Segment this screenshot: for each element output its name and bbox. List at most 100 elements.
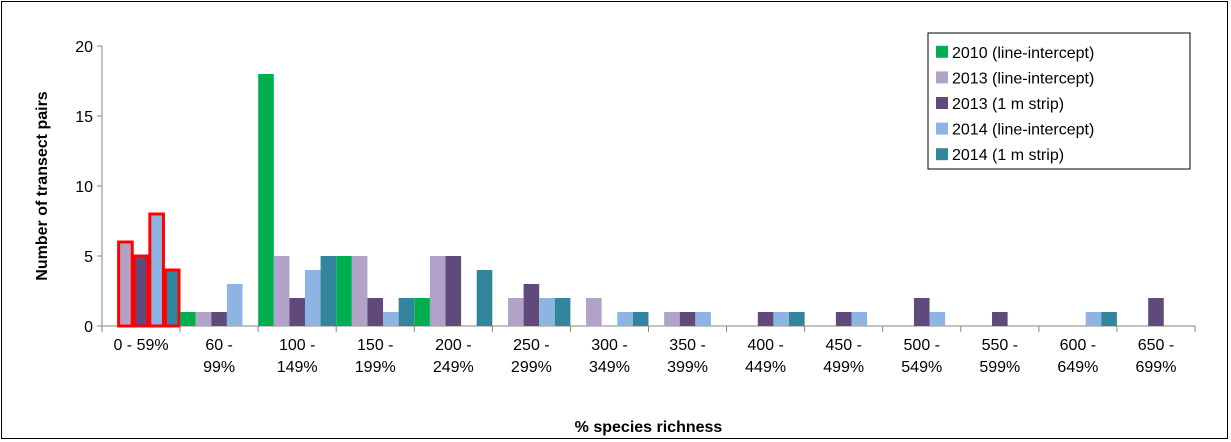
bar (398, 298, 415, 326)
x-tick-label-line: 0 - 59% (113, 337, 168, 354)
legend-swatch (936, 71, 948, 84)
bar (414, 298, 430, 326)
bar (476, 270, 493, 326)
bar (679, 312, 696, 326)
bar (351, 256, 368, 326)
x-tick-label-line: 600 - (1060, 337, 1096, 354)
bar (163, 268, 181, 328)
x-tick-label-line: 550 - (982, 337, 1018, 354)
bar (992, 312, 1008, 326)
x-tick-label: 60 - 99% (203, 337, 235, 376)
bar (929, 312, 946, 326)
x-tick-label: 450 - 499% (823, 337, 864, 376)
x-tick-label-line: 499% (823, 359, 864, 376)
x-tick-label-line: 200 - (435, 337, 471, 354)
x-tick-label-line: 60 - (205, 337, 233, 354)
bar (132, 254, 150, 328)
x-tick-label: 350 - 399% (667, 337, 708, 376)
x-axis-tick-labels: 0 - 59% 60 - 99% 100 - 149% 150 - 199% 200 - 249… (101, 326, 1196, 376)
y-axis-ticks: 0 5 10 15 20 (75, 39, 102, 336)
bars (117, 74, 1164, 328)
y-tick-label: 15 (75, 109, 93, 126)
bar (320, 256, 337, 326)
legend-label: 2014 (line-intercept) (952, 122, 1094, 139)
bar (304, 270, 321, 326)
y-tick-label: 0 (84, 319, 93, 336)
x-tick-label-line: 350 - (669, 337, 705, 354)
x-tick-label-line: 199% (355, 359, 396, 376)
x-tick-label-line: 399% (667, 359, 708, 376)
legend: 2010 (line-intercept) 2013 (line-intercep… (927, 32, 1191, 170)
bar (1085, 312, 1102, 326)
legend-box (927, 32, 1191, 170)
x-tick-label: 300 - 349% (589, 337, 630, 376)
bar (336, 256, 352, 326)
y-tick-label: 20 (75, 39, 93, 56)
x-tick-label-line: 449% (745, 359, 786, 376)
y-axis-title: Number of transect pairs (34, 91, 51, 280)
x-tick-label-line: 400 - (747, 337, 783, 354)
bar (913, 298, 930, 326)
x-tick-label-line: 300 - (591, 337, 627, 354)
bar (554, 298, 571, 326)
bar (1148, 298, 1164, 326)
bar (445, 256, 462, 326)
bar (1101, 312, 1117, 326)
bar (586, 298, 602, 326)
x-tick-label: 200 - 249% (433, 337, 474, 376)
x-tick-label: 100 - 149% (277, 337, 318, 376)
x-tick-label-line: 599% (979, 359, 1020, 376)
bar (148, 212, 165, 328)
bar (789, 312, 805, 326)
y-tick-label: 5 (84, 249, 93, 266)
legend-label: 2013 (1 m strip) (952, 96, 1064, 113)
bar (367, 298, 384, 326)
bar (523, 284, 540, 326)
x-tick-label: 600 - 649% (1057, 337, 1098, 376)
bar (632, 312, 649, 326)
bar (851, 312, 868, 326)
x-tick-label-line: 349% (589, 359, 630, 376)
legend-label: 2010 (line-intercept) (952, 45, 1094, 62)
bar (211, 312, 227, 326)
bar (773, 312, 790, 326)
x-tick-label-line: 100 - (279, 337, 315, 354)
legend-label: 2013 (line-intercept) (952, 70, 1094, 87)
x-tick-label-line: 149% (277, 359, 318, 376)
legend-swatch (936, 45, 948, 58)
bar (539, 298, 555, 326)
bar (617, 312, 633, 326)
legend-swatch (936, 97, 948, 109)
bar (757, 312, 774, 326)
legend-label: 2014 (1 m strip) (952, 147, 1064, 164)
x-tick-label: 150 - 199% (355, 337, 396, 376)
x-tick-label: 0 - 59% (113, 337, 168, 354)
x-tick-label-line: 249% (433, 359, 474, 376)
x-tick-label-line: 500 - (904, 337, 940, 354)
x-tick-label-line: 649% (1057, 359, 1098, 376)
bar (273, 256, 290, 326)
x-tick-label-line: 450 - (825, 337, 861, 354)
x-tick-label-line: 299% (511, 359, 552, 376)
legend-swatch (936, 122, 948, 135)
x-tick-label: 650 - 699% (1136, 337, 1177, 376)
bar (117, 240, 134, 328)
bar (507, 298, 524, 326)
bar (180, 312, 196, 326)
x-tick-label: 400 - 449% (745, 337, 786, 376)
bar (195, 312, 212, 326)
bar (664, 312, 680, 326)
x-tick-label: 550 - 599% (979, 337, 1020, 376)
bar (258, 74, 274, 326)
x-tick-label-line: 699% (1136, 359, 1177, 376)
x-axis-title: % species richness (575, 419, 723, 436)
bar (429, 256, 446, 326)
x-tick-label-line: 150 - (357, 337, 393, 354)
x-tick-label-line: 549% (901, 359, 942, 376)
bar (695, 312, 711, 326)
bar (289, 298, 305, 326)
bar (226, 284, 243, 326)
bar (383, 312, 399, 326)
